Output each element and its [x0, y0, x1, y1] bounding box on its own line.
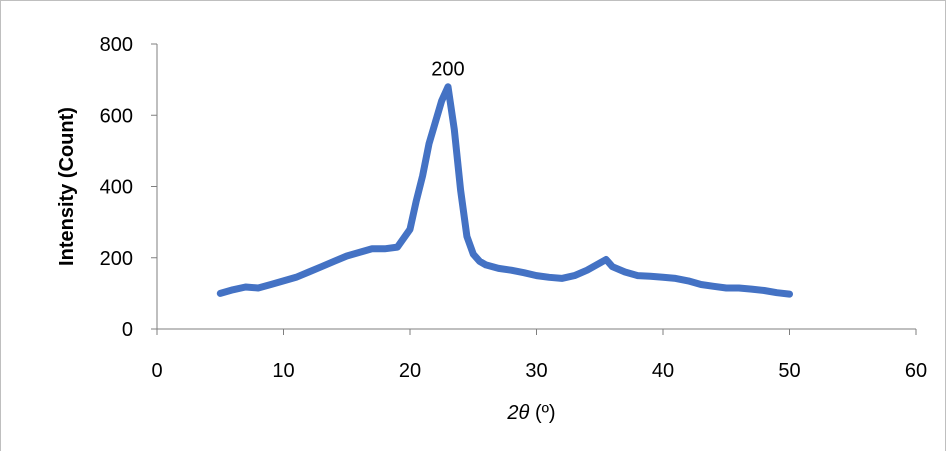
y-tick-label: 400 — [100, 177, 133, 199]
x-tick-label: 30 — [525, 360, 547, 382]
y-tick-label: 600 — [100, 105, 133, 127]
x-axis-label-prefix: 2 — [506, 402, 518, 424]
x-axis-ticks: 0 10 20 30 40 50 60 — [151, 329, 927, 382]
x-axis-label-unit: (º) — [529, 402, 555, 424]
x-tick-label: 40 — [652, 360, 674, 382]
x-tick-label: 60 — [905, 360, 927, 382]
x-tick-label: 50 — [778, 360, 800, 382]
series-layer — [216, 83, 793, 298]
y-tick-label: 200 — [100, 248, 133, 270]
y-axis-ticks: 0 200 400 600 800 — [100, 34, 157, 341]
y-tick-label: 0 — [122, 319, 133, 341]
x-tick-label: 20 — [399, 360, 421, 382]
x-tick-label: 10 — [272, 360, 294, 382]
y-tick-label: 800 — [100, 34, 133, 56]
x-axis-label-symbol: θ — [519, 402, 530, 424]
x-tick-label: 0 — [151, 360, 162, 382]
y-axis-label: Intensity (Count) — [56, 107, 78, 266]
peak-annotation: 200 — [431, 59, 464, 81]
series-line-0 — [216, 83, 793, 298]
x-axis-label: 2θ (º) — [506, 402, 555, 424]
